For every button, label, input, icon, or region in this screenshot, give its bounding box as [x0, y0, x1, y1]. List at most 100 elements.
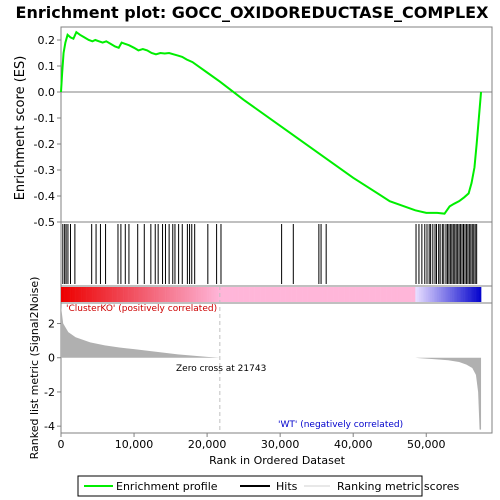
band-segment [470, 287, 473, 302]
metric-tick-label: 2 [48, 318, 55, 331]
band-segment [362, 287, 365, 302]
band-segment [79, 287, 82, 302]
band-segment [161, 287, 164, 302]
band-segment [345, 287, 349, 302]
band-segment [294, 287, 297, 302]
band-segment [435, 287, 438, 302]
band-segment [380, 287, 383, 302]
band-segment [477, 287, 480, 302]
band-segment [117, 287, 120, 302]
band-segment [276, 287, 279, 302]
band-segment [201, 287, 204, 302]
band-segment [331, 287, 334, 302]
band-segment [234, 287, 237, 302]
band-segment [185, 287, 188, 302]
band-segment [103, 287, 106, 302]
band-segment [159, 287, 162, 302]
hits-area [60, 221, 493, 287]
es-y-axis-label: Enrichment score (ES) [13, 56, 28, 201]
band-segment [152, 287, 155, 302]
band-segment [75, 287, 78, 302]
band-segment [123, 287, 126, 302]
hit-markers [62, 224, 478, 284]
band-segment [227, 287, 230, 302]
band-segment [230, 287, 233, 302]
band-segment [373, 287, 376, 302]
band-segment [459, 287, 462, 302]
band-segment [415, 287, 418, 302]
band-segment [61, 287, 64, 302]
band-segment [258, 287, 261, 302]
band-segment [73, 287, 76, 302]
band-segment [137, 287, 140, 302]
band-segment [417, 287, 420, 302]
band-segment [243, 287, 246, 302]
band-segment [311, 287, 314, 302]
band-segment [426, 287, 429, 302]
band-segment [453, 287, 456, 302]
band-segment [145, 287, 148, 302]
band-segment [238, 287, 241, 302]
rank-color-band [60, 285, 493, 304]
band-segment [475, 287, 478, 302]
band-segment [139, 287, 142, 302]
band-segment [451, 287, 454, 302]
band-segment [358, 287, 361, 302]
band-segment [296, 287, 299, 302]
band-segment [245, 287, 248, 302]
band-segment [165, 287, 168, 302]
band-segment [218, 287, 221, 302]
band-segment [386, 287, 389, 302]
band-segment [106, 287, 109, 302]
band-segment [110, 287, 113, 302]
band-segment [398, 287, 401, 302]
band-segment [124, 287, 128, 302]
band-segment [333, 287, 336, 302]
band-segment [369, 287, 372, 302]
band-segment [250, 287, 254, 302]
band-segment [444, 287, 447, 302]
band-segment [130, 287, 133, 302]
band-segment [148, 287, 151, 302]
band-segment [239, 287, 243, 302]
band-segment [225, 287, 228, 302]
x-tick-label: 30,000 [261, 438, 300, 451]
band-segment [260, 287, 263, 302]
band-segment [409, 287, 412, 302]
band-segment [99, 287, 102, 302]
es-panel: 0.2 0.1 0.0 -0.1 -0.2 -0.3 -0.4 -0.5 Enrichment… [13, 26, 493, 229]
band-segment [163, 287, 166, 302]
metric-tick-label: 0 [48, 352, 55, 365]
band-segment [449, 287, 453, 302]
band-segment [389, 287, 392, 302]
band-segment [128, 287, 131, 302]
x-tick-label: 0 [58, 438, 65, 451]
band-segment [439, 287, 442, 302]
band-segment [154, 287, 157, 302]
band-segment [309, 287, 312, 302]
band-segment [365, 287, 369, 302]
band-segment [150, 287, 153, 302]
band-segment [265, 287, 268, 302]
band-segment [378, 287, 381, 302]
band-segment [468, 287, 471, 302]
band-segment [344, 287, 347, 302]
band-segment [384, 287, 387, 302]
band-segment [292, 287, 296, 302]
band-segment [407, 287, 411, 302]
band-segment [236, 287, 239, 302]
zero-cross-label: Zero cross at 21743 [176, 364, 266, 374]
band-segment [247, 287, 250, 302]
band-segment [347, 287, 350, 302]
band-segment [323, 287, 327, 302]
band-segment [208, 287, 212, 302]
legend: Enrichment profile Hits Ranking metric s… [77, 475, 459, 497]
metric-panel: 2 0 -2 -4 'ClusterKO' (positively correlate… [28, 277, 493, 459]
band-segment [437, 287, 440, 302]
band-segment [280, 287, 283, 302]
band-segment [261, 287, 265, 302]
band-segment [448, 287, 451, 302]
band-segment [190, 287, 193, 302]
band-segment [62, 287, 65, 302]
band-segment [424, 287, 427, 302]
